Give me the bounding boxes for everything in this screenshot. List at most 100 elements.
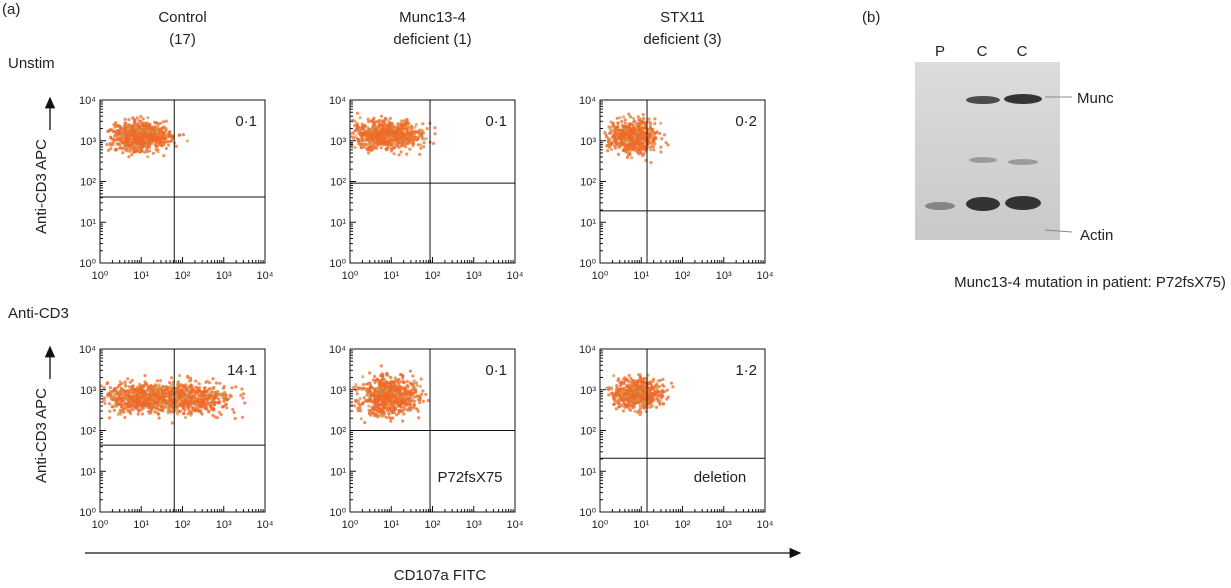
event-dot	[418, 399, 421, 402]
event-dot	[362, 125, 365, 128]
y-tick-label: 10¹	[80, 466, 96, 478]
event-dot	[150, 137, 153, 140]
event-dot	[639, 134, 642, 137]
blot-band	[966, 197, 1000, 211]
event-dot	[610, 392, 613, 395]
event-dot	[375, 394, 378, 397]
event-dot	[367, 404, 370, 407]
y-tick-label: 10³	[330, 136, 346, 148]
event-dot	[194, 380, 197, 383]
event-dot	[155, 148, 158, 151]
event-dot	[184, 416, 187, 419]
event-dot	[165, 147, 168, 150]
event-dot	[187, 412, 190, 415]
event-dot	[156, 135, 159, 138]
flow-plot: 10⁰10⁰10¹10¹10²10²10³10³10⁴10⁴0·1P72fsX7…	[329, 344, 524, 531]
y-tick-label: 10⁰	[329, 507, 346, 519]
event-dot	[618, 392, 621, 395]
event-dot	[148, 149, 151, 152]
event-dot	[106, 381, 109, 384]
event-dot	[215, 401, 218, 404]
event-dot	[164, 405, 167, 408]
x-tick-label: 10⁰	[342, 270, 359, 282]
event-dot	[406, 380, 409, 383]
event-dot	[612, 397, 615, 400]
flow-plot: 10⁰10⁰10¹10¹10²10²10³10³10⁴10⁴14·1	[79, 344, 274, 531]
event-dot	[198, 390, 201, 393]
event-dot	[402, 380, 405, 383]
event-dot	[367, 151, 370, 154]
event-dot	[222, 387, 225, 390]
event-dot	[215, 381, 218, 384]
event-dot	[187, 390, 190, 393]
event-dot	[161, 408, 164, 411]
event-dot	[406, 125, 409, 128]
event-dot	[375, 141, 378, 144]
event-dot	[146, 384, 149, 387]
event-dot	[633, 132, 636, 135]
event-dot	[363, 396, 366, 399]
event-dot	[410, 397, 413, 400]
event-dot	[363, 138, 366, 141]
event-dot	[401, 377, 404, 380]
event-dot	[662, 385, 665, 388]
event-dot	[638, 413, 641, 416]
y-tick-label: 10¹	[80, 217, 96, 229]
event-dot	[143, 125, 146, 128]
event-dot	[620, 404, 623, 407]
event-dot	[399, 385, 402, 388]
y-tick-label: 10³	[580, 136, 596, 148]
event-dot	[169, 134, 172, 137]
event-dot	[622, 136, 625, 139]
event-dot	[162, 385, 165, 388]
event-dot	[139, 120, 142, 123]
event-dot	[617, 122, 620, 125]
blot-band	[1008, 159, 1038, 165]
event-dot	[374, 379, 377, 382]
event-dot	[136, 139, 139, 142]
event-dot	[190, 412, 193, 415]
x-tick-label: 10⁴	[257, 519, 274, 531]
event-dot	[629, 115, 632, 118]
event-dot	[631, 128, 634, 131]
lane-label: C	[977, 43, 988, 60]
event-dot	[241, 396, 244, 399]
event-dot	[177, 390, 180, 393]
event-dot	[127, 410, 130, 413]
y-tick-label: 10⁴	[79, 95, 96, 107]
event-dot	[423, 141, 426, 144]
event-dot	[109, 386, 112, 389]
event-dot	[178, 134, 181, 137]
event-dot	[203, 406, 206, 409]
event-dot	[671, 385, 674, 388]
event-dot	[222, 397, 225, 400]
event-dot	[371, 408, 374, 411]
event-dot	[177, 381, 180, 384]
event-dot	[411, 374, 414, 377]
x-tick-label: 10³	[466, 519, 482, 531]
event-dot	[405, 128, 408, 131]
event-dot	[382, 414, 385, 417]
event-dot	[624, 128, 627, 131]
event-dot	[162, 154, 165, 157]
event-dot	[171, 421, 174, 424]
event-dot	[141, 412, 144, 415]
event-dot	[118, 411, 121, 414]
event-dot	[626, 139, 629, 142]
y-tick-label: 10²	[580, 177, 596, 189]
event-dot	[160, 405, 163, 408]
event-dot	[649, 123, 652, 126]
event-dot	[617, 153, 620, 156]
event-dot	[641, 388, 644, 391]
event-dot	[210, 401, 213, 404]
event-dot	[613, 135, 616, 138]
event-dot	[354, 399, 357, 402]
event-dot	[132, 384, 135, 387]
event-dot	[102, 386, 105, 389]
event-dot	[398, 146, 401, 149]
event-dot	[372, 122, 375, 125]
event-dot	[152, 152, 155, 155]
event-dot	[365, 133, 368, 136]
event-dot	[382, 130, 385, 133]
event-dot	[635, 381, 638, 384]
